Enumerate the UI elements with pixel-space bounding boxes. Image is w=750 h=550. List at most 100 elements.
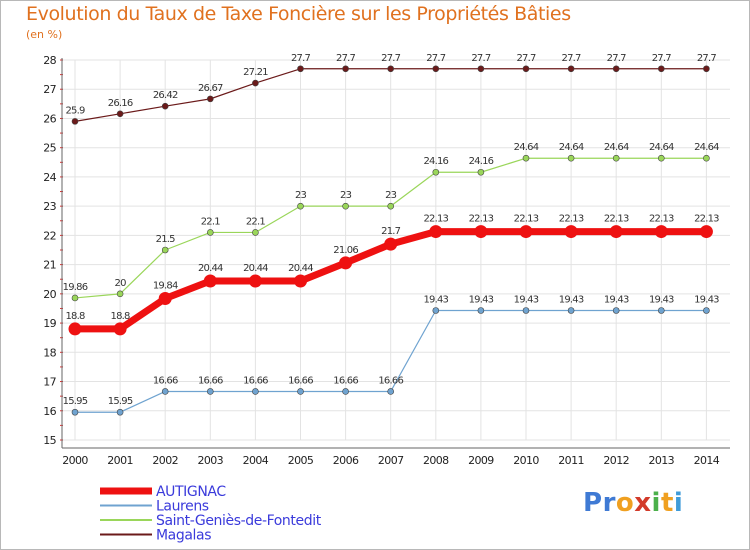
logo-letter: o [615, 488, 635, 518]
data-point [432, 168, 440, 176]
data-point [474, 225, 488, 239]
data-label: 15.95 [108, 396, 133, 407]
data-point [477, 307, 485, 314]
data-point [567, 307, 575, 314]
data-label: 22.13 [694, 214, 719, 225]
data-label: 20.44 [288, 263, 313, 274]
data-label: 16.66 [333, 375, 358, 386]
y-tick-label: 25 [43, 142, 56, 155]
data-point [207, 388, 214, 395]
data-point [161, 388, 169, 395]
data-label: 16.66 [198, 375, 223, 386]
data-label: 27.7 [291, 53, 311, 64]
data-point [699, 225, 713, 239]
data-point [384, 237, 398, 251]
data-label: 24.16 [423, 156, 448, 167]
data-label: 20.44 [243, 263, 268, 274]
y-tick-label: 26 [43, 112, 56, 125]
data-point [161, 102, 169, 110]
data-label: 27.7 [336, 53, 356, 64]
x-tick-label: 2009 [468, 454, 494, 467]
data-point [297, 202, 304, 210]
legend-label: AUTIGNAC [156, 484, 226, 500]
data-point [297, 65, 304, 73]
data-label: 19.43 [604, 295, 629, 306]
data-label: 16.66 [288, 375, 313, 386]
data-label: 27.7 [426, 53, 446, 64]
data-label: 19.43 [514, 295, 539, 306]
y-tick-label: 27 [43, 83, 56, 96]
data-point [703, 154, 710, 162]
x-tick-label: 2014 [694, 454, 720, 467]
data-point [248, 274, 262, 288]
data-label: 22.13 [423, 214, 448, 225]
y-tick-label: 17 [43, 376, 56, 389]
data-point [657, 154, 665, 162]
data-point [387, 388, 395, 395]
chart-subtitle: (en %) [26, 28, 63, 41]
data-label: 24.64 [649, 142, 674, 153]
data-point [477, 65, 485, 73]
data-label: 23 [295, 190, 307, 201]
data-point [252, 229, 259, 236]
data-label: 22.1 [246, 216, 266, 227]
y-tick-label: 24 [43, 171, 56, 184]
logo-letter: i [673, 488, 684, 518]
data-label: 27.7 [562, 53, 582, 64]
data-point [68, 322, 82, 336]
legend-label: Magalas [156, 528, 211, 544]
y-tick-label: 18 [43, 346, 56, 359]
data-point [203, 274, 217, 288]
data-label: 20.44 [198, 263, 223, 274]
data-label: 22.13 [649, 214, 674, 225]
data-label: 16.66 [243, 375, 268, 386]
data-label: 22.13 [559, 214, 584, 225]
data-point [252, 388, 259, 395]
data-label: 24.16 [469, 156, 494, 167]
data-point [609, 225, 623, 239]
data-label: 19.43 [694, 295, 719, 306]
data-label: 27.7 [652, 53, 672, 64]
x-tick-label: 2012 [603, 454, 629, 467]
data-label: 18.8 [65, 311, 85, 322]
data-point [522, 154, 530, 162]
y-tick-label: 20 [43, 288, 56, 301]
data-point [207, 95, 214, 103]
y-tick-label: 28 [43, 54, 56, 67]
data-point [342, 388, 349, 395]
data-point [294, 274, 307, 288]
data-point [703, 307, 710, 314]
data-point [522, 307, 530, 314]
data-label: 18.8 [111, 311, 131, 322]
data-label: 21.5 [156, 234, 176, 245]
x-tick-label: 2005 [288, 454, 314, 467]
data-label: 24.64 [559, 142, 584, 153]
data-point [71, 294, 79, 302]
data-label: 16.66 [153, 375, 178, 386]
x-tick-label: 2011 [558, 454, 584, 467]
data-label: 24.64 [604, 142, 629, 153]
data-point [567, 154, 575, 162]
legend-label: Laurens [156, 499, 209, 515]
y-tick-label: 22 [43, 229, 56, 242]
proxiti-logo: Proxiti [583, 488, 683, 518]
data-point [71, 408, 79, 416]
y-tick-label: 23 [43, 200, 56, 213]
data-point [387, 65, 395, 73]
data-label: 19.43 [423, 295, 448, 306]
data-point [158, 292, 172, 306]
x-tick-label: 2008 [423, 454, 449, 467]
data-point [116, 408, 124, 416]
data-point [116, 290, 124, 298]
data-point [612, 154, 620, 162]
data-point [113, 322, 127, 336]
logo-letter: t [660, 488, 674, 518]
data-label: 27.7 [697, 53, 717, 64]
legend-label: Saint-Geniès-de-Fontedit [156, 513, 322, 529]
x-tick-label: 2002 [152, 454, 178, 467]
x-tick-label: 2004 [243, 454, 269, 467]
data-point [567, 65, 575, 73]
data-point [429, 225, 443, 239]
data-label: 19.86 [63, 282, 88, 293]
